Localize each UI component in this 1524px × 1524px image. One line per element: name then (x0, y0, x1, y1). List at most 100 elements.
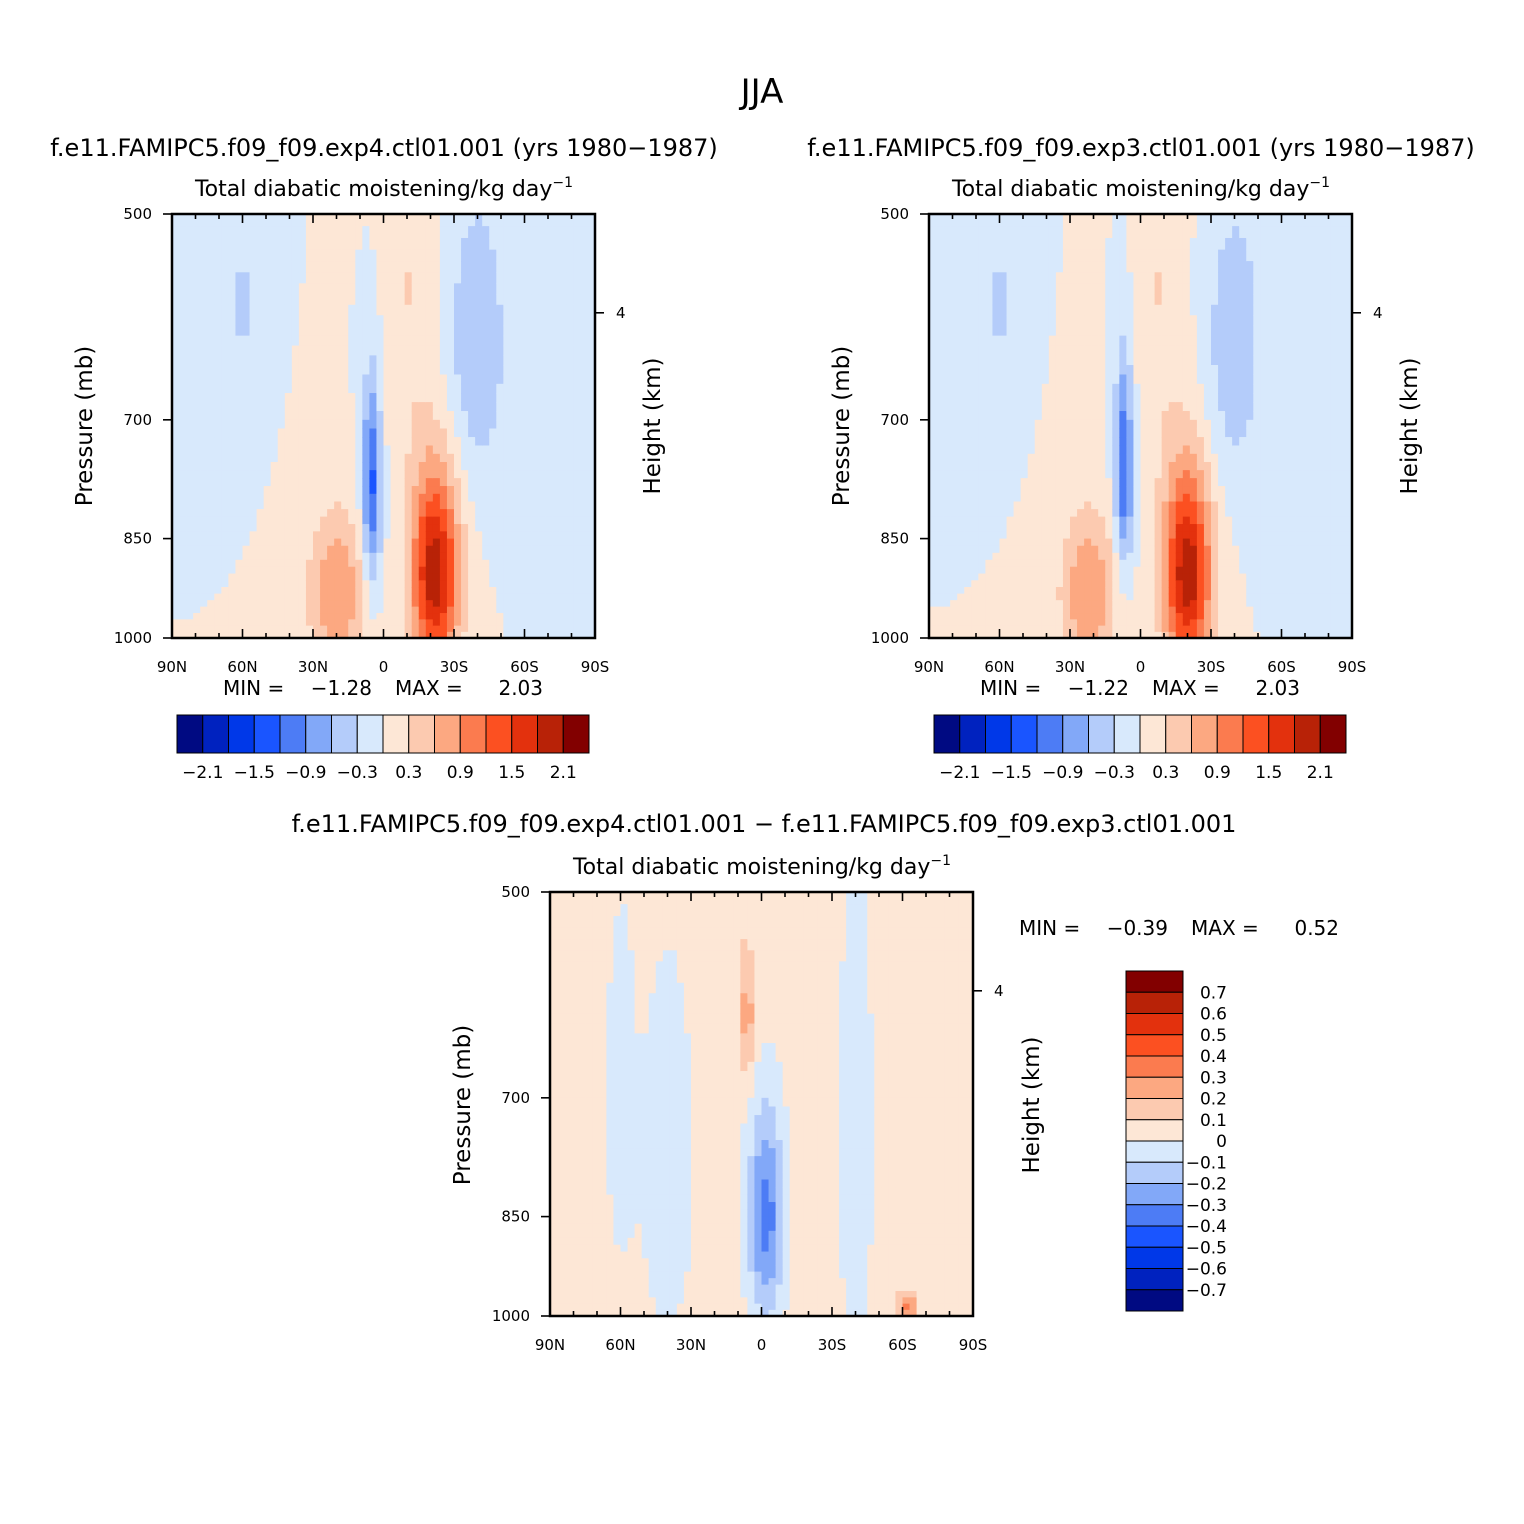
heatmap-cell (999, 566, 1008, 575)
heatmap-cell (242, 486, 251, 495)
heatmap-cell (1020, 345, 1029, 356)
heatmap-cell (1070, 428, 1078, 438)
heatmap-cell (362, 411, 370, 421)
heatmap-cell (538, 625, 547, 633)
heatmap-cell (348, 325, 356, 337)
heatmap-cell (1055, 613, 1064, 620)
heatmap-cell (950, 580, 958, 588)
heatmap-cell (242, 600, 251, 608)
heatmap-cell (228, 249, 237, 262)
heatmap-cell (1041, 478, 1050, 487)
heatmap-cell (1119, 249, 1127, 262)
heatmap-cell (1020, 486, 1029, 495)
heatmap-cell (193, 600, 201, 608)
heatmap-cell (418, 393, 427, 403)
heatmap-cell (468, 345, 476, 356)
heatmap-cell (193, 493, 201, 503)
heatmap-cell (538, 445, 547, 455)
heatmap-cell (580, 631, 589, 639)
heatmap-cell (573, 613, 582, 620)
heatmap-cell (446, 524, 455, 532)
heatmap-cell (1175, 383, 1184, 394)
heatmap-cell (1084, 249, 1092, 262)
heatmap-cell (985, 587, 994, 595)
heatmap-cell (200, 272, 208, 284)
heatmap-cell (207, 294, 215, 306)
heatmap-cell (249, 545, 258, 554)
heatmap-cell (284, 419, 293, 430)
heatmap-cell (1147, 445, 1156, 455)
heatmap-cell (1182, 325, 1191, 337)
heatmap-cell (454, 283, 462, 295)
heatmap-cell (179, 304, 187, 316)
heatmap-cell (1034, 566, 1043, 575)
heatmap-cell (531, 559, 540, 568)
heatmap-cell (242, 428, 251, 438)
heatmap-cell (1070, 445, 1078, 455)
heatmap-cell (411, 631, 420, 639)
heatmap-cell (538, 411, 547, 421)
heatmap-cell (936, 587, 944, 595)
heatmap-cell (971, 486, 979, 495)
heatmap-cell (999, 283, 1008, 295)
heatmap-cell (559, 365, 568, 376)
heatmap-cell (235, 374, 244, 385)
heatmap-cell (214, 365, 222, 376)
heatmap-cell (1161, 531, 1170, 540)
heatmap-cell (587, 214, 596, 227)
heatmap-cell (999, 411, 1008, 421)
heatmap-cell (397, 493, 406, 503)
heatmap-cell (496, 393, 504, 403)
heatmap-cell (277, 237, 286, 251)
heatmap-cell (531, 402, 540, 412)
heatmap-cell (503, 545, 511, 554)
heatmap-cell (397, 593, 406, 601)
heatmap-cell (1070, 374, 1078, 385)
heatmap-cell (383, 419, 392, 430)
heatmap-cell (461, 419, 469, 430)
heatmap-cell (950, 272, 958, 284)
heatmap-cell (1098, 580, 1106, 588)
heatmap-cell (214, 374, 222, 385)
heatmap-cell (221, 304, 229, 316)
heatmap-cell (249, 462, 258, 471)
heatmap-cell (263, 516, 272, 525)
heatmap-cell (235, 462, 244, 471)
heatmap-cell (943, 625, 951, 633)
heatmap-cell (566, 393, 575, 403)
heatmap-cell (566, 374, 575, 385)
heatmap-cell (249, 214, 258, 227)
heatmap-cell (978, 501, 986, 510)
heatmap-cell (964, 237, 972, 251)
heatmap-cell (193, 437, 201, 447)
heatmap-cell (193, 501, 201, 510)
heatmap-cell (320, 365, 328, 376)
heatmap-cell (1133, 294, 1142, 306)
heatmap-cell (587, 538, 596, 547)
heatmap-cell (964, 470, 972, 479)
heatmap-cell (999, 402, 1008, 412)
heatmap-cell (482, 345, 490, 356)
heatmap-cell (580, 559, 589, 568)
heatmap-cell (1041, 315, 1050, 327)
heatmap-cell (943, 516, 951, 525)
heatmap-cell (228, 393, 237, 403)
heatmap-cell (390, 509, 399, 518)
heatmap-cell (235, 566, 244, 575)
heatmap-cell (221, 524, 229, 532)
heatmap-cell (193, 325, 201, 337)
heatmap-cell (341, 335, 349, 347)
heatmap-cell (390, 315, 399, 327)
heatmap-cell (1048, 559, 1057, 568)
heatmap-cell (510, 587, 519, 595)
heatmap-cell (1055, 315, 1064, 327)
heatmap-cell (454, 470, 462, 479)
heatmap-cell (348, 619, 356, 627)
heatmap-cell (305, 365, 314, 376)
heatmap-cell (1006, 625, 1015, 633)
heatmap-cell (284, 493, 293, 503)
heatmap-cell (950, 393, 958, 403)
x-tick-label: 60S (510, 658, 539, 676)
heatmap-cell (475, 428, 483, 438)
heatmap-cell (566, 493, 575, 503)
